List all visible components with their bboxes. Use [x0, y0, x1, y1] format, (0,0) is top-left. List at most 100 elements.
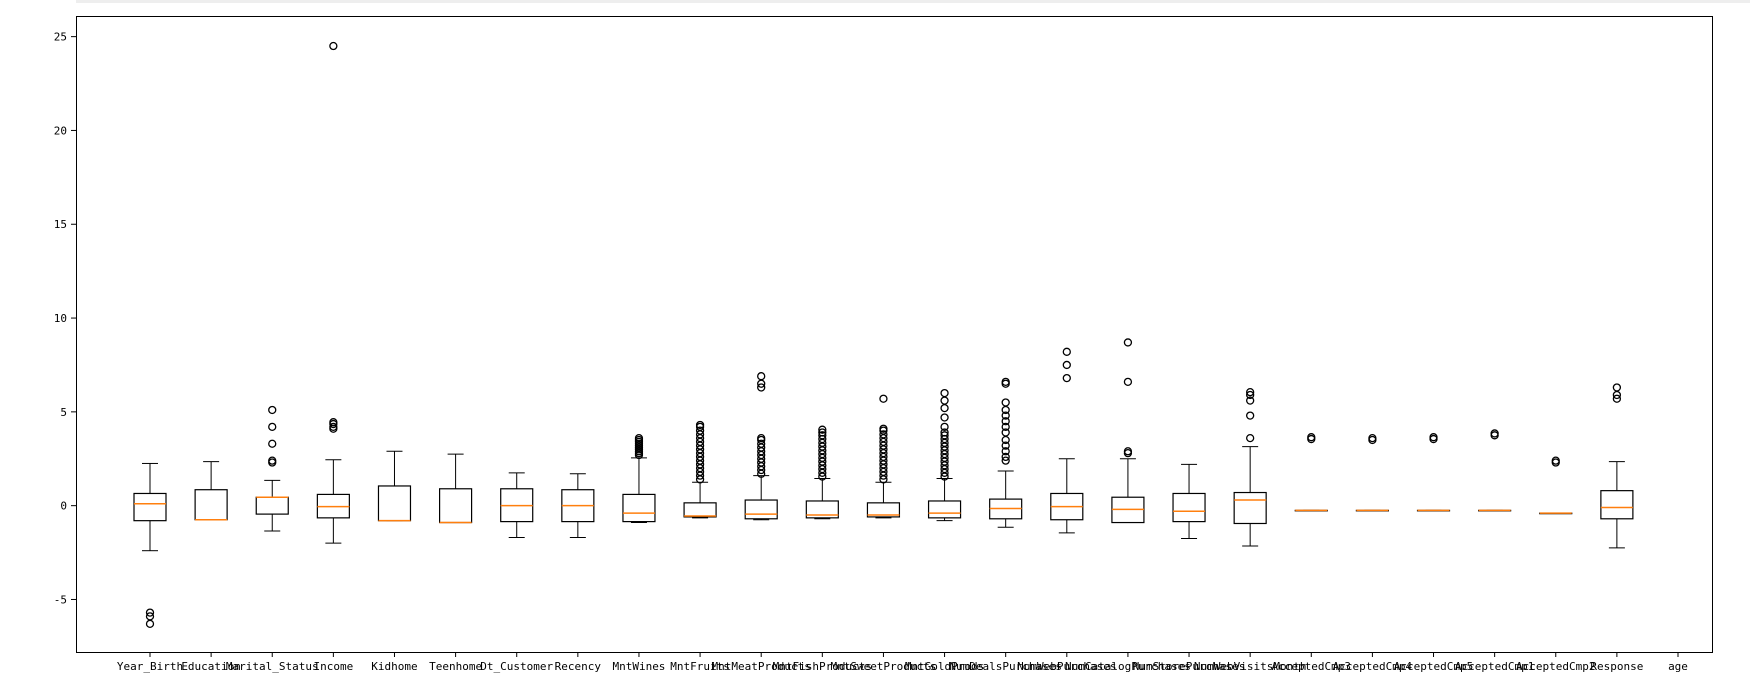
box-numdealspurchases [989, 377, 1023, 528]
x-tick-label: Dt_Customer [480, 660, 553, 673]
iqr-box [1600, 490, 1634, 520]
box-numwebvisitsmonth [1233, 388, 1267, 547]
y-tick-label: 20 [54, 124, 67, 137]
x-tick-label: AcceptedCmp5 [1394, 660, 1473, 673]
outlier-point [145, 619, 155, 629]
outlier-point [1062, 360, 1071, 370]
iqr-box [1233, 491, 1267, 525]
y-tick-label: 0 [60, 500, 67, 513]
x-tick-label: Education [181, 660, 241, 673]
x-tick-label: NumCatalogPurchases [1065, 660, 1191, 673]
box-numwebpurchases [1050, 347, 1084, 534]
y-axis-ticks: -5 0 5 10 15 20 25 [54, 31, 76, 606]
x-tick-label: MntSweetProducts [830, 660, 936, 673]
outlier-point [268, 439, 277, 448]
x-tick-label: Income [313, 660, 353, 673]
iqr-box [377, 485, 412, 522]
outlier-point [1429, 433, 1438, 442]
box-mntmeatproducts [744, 372, 778, 521]
outlier-point [1001, 456, 1010, 465]
outlier-point [757, 439, 766, 448]
x-tick-label: NumDealsPurchases [949, 660, 1062, 673]
box-teenhome [439, 453, 473, 524]
outlier-point [940, 428, 949, 437]
box-mntfishproducts [805, 425, 839, 520]
outlier-point [1612, 394, 1622, 403]
x-tick-label: MntFruits [670, 660, 730, 673]
y-tick-label: 25 [54, 31, 67, 44]
x-tick-label: NumWebPurchases [1017, 660, 1116, 673]
outlier-point [940, 388, 949, 398]
outlier-point [1246, 388, 1255, 397]
outlier-point [1307, 433, 1316, 442]
box-response [1600, 383, 1634, 549]
iqr-box [1172, 492, 1206, 523]
outlier-point [1246, 396, 1255, 405]
x-tick-label: MntGoldProds [905, 660, 984, 673]
plot-area-frame [76, 16, 1713, 653]
x-tick-label: Teenhome [429, 660, 482, 673]
outlier-point [1246, 411, 1255, 420]
outlier-point [329, 41, 338, 51]
box-mntgoldprods [927, 388, 962, 522]
outlier-point [1001, 411, 1010, 420]
outlier-point [268, 405, 277, 415]
iqr-box [744, 499, 778, 520]
outlier-point [1368, 433, 1377, 443]
x-tick-label: Year_Birth [117, 660, 183, 673]
box-kidhome [377, 450, 412, 522]
outlier-point [1551, 456, 1560, 465]
outlier-point [1001, 398, 1010, 407]
outlier-point [1001, 447, 1010, 456]
x-tick-label: AcceptedCmp2 [1516, 660, 1595, 673]
box-acceptedcmp2 [1539, 456, 1573, 515]
top-divider-bar [76, 0, 1750, 3]
iqr-box [866, 502, 901, 518]
y-tick-label: 5 [60, 406, 67, 419]
iqr-box [439, 488, 473, 524]
outlier-point [940, 396, 949, 405]
iqr-box [194, 489, 228, 521]
box-dt_customer [500, 472, 534, 539]
outlier-point [940, 403, 949, 413]
x-tick-label: AcceptedCmp3 [1272, 660, 1351, 673]
iqr-box [927, 500, 962, 519]
outlier-point [1246, 390, 1255, 400]
outlier-point [1001, 428, 1010, 437]
box-education [194, 461, 228, 521]
x-tick-label: Response [1590, 660, 1643, 673]
box-series [133, 41, 1634, 629]
iqr-box [133, 492, 167, 522]
iqr-box [255, 496, 289, 515]
x-tick-label: Recency [555, 660, 602, 673]
box-acceptedcmp5 [1416, 433, 1451, 512]
outlier-point [757, 383, 766, 392]
box-mntwines [622, 433, 656, 524]
outlier-point [818, 431, 827, 440]
outlier-point [1123, 447, 1133, 456]
outlier-point [757, 372, 766, 381]
outlier-point [1001, 377, 1010, 386]
outlier-point [1246, 433, 1255, 443]
outlier-point [818, 425, 827, 434]
x-tick-label: Kidhome [371, 660, 417, 673]
outlier-point [1001, 417, 1010, 426]
box-mntfruits [683, 420, 717, 519]
outlier-point [940, 413, 949, 422]
box-mntsweetproducts [866, 394, 901, 519]
outlier-point [1062, 373, 1071, 383]
outlier-point [1001, 422, 1010, 432]
y-tick-label: 15 [54, 218, 67, 231]
outlier-point [695, 426, 705, 435]
outlier-point [1612, 383, 1622, 392]
x-tick-label: AcceptedCmp1 [1455, 660, 1534, 673]
box-acceptedcmp1 [1478, 429, 1512, 512]
outlier-point [757, 433, 766, 443]
outlier-point [268, 422, 277, 432]
outlier-point [1001, 441, 1010, 450]
y-tick-label: 10 [54, 312, 67, 325]
iqr-box [622, 493, 656, 523]
outlier-point [940, 431, 949, 440]
